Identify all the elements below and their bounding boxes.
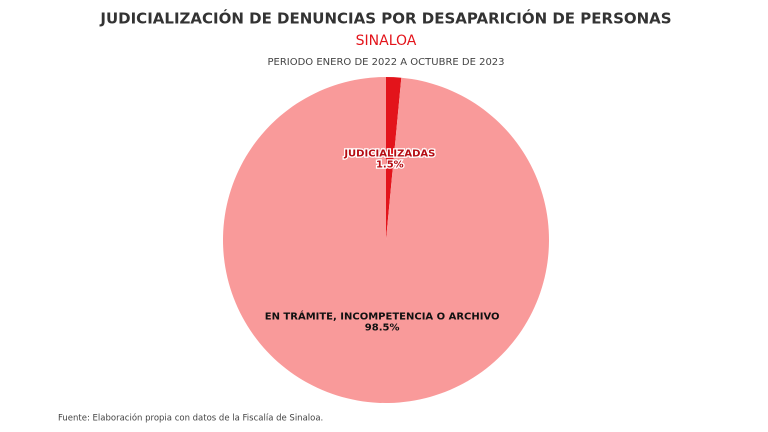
source-note: Fuente: Elaboración propia con datos de … xyxy=(58,413,323,424)
period: PERIODO ENERO DE 2022 A OCTUBRE DE 2023 xyxy=(267,57,504,68)
slice-value: 98.5% xyxy=(365,322,400,333)
chart-title: JUDICIALIZACIÓN DE DENUNCIAS POR DESAPAR… xyxy=(99,9,671,28)
pie-slice xyxy=(223,77,550,403)
slice-name: JUDICIALIZADAS xyxy=(343,149,435,160)
chart-subtitle: SINALOA xyxy=(356,33,417,49)
slice-name: EN TRÁMITE, INCOMPETENCIA O ARCHIVO xyxy=(265,309,500,322)
slice-value: 1.5% xyxy=(376,160,404,171)
pie-slice xyxy=(386,77,402,240)
